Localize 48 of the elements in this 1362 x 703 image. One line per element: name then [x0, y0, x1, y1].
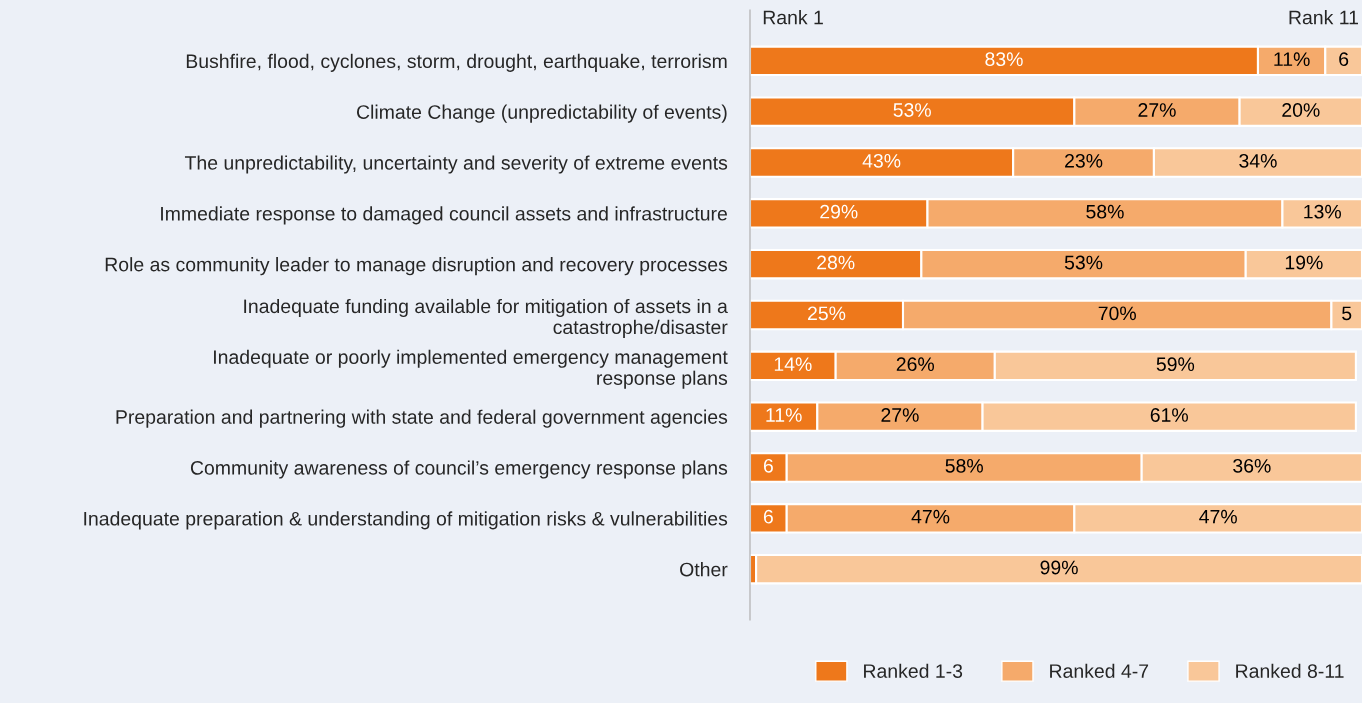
data-label: 14% [774, 357, 812, 371]
y-tick-label: The unpredictability, uncertainty and severity of extreme events [184, 155, 728, 174]
data-label: 6 [763, 458, 773, 473]
legend-label: Ranked 8-11 [1236, 663, 1344, 678]
data-label: 19% [1285, 255, 1323, 270]
y-tick-label: Other [680, 562, 728, 577]
bar [755, 553, 1362, 585]
data-label: 53% [893, 103, 931, 117]
data-label: 58% [945, 458, 983, 473]
annotation: Rank 1 [763, 10, 823, 25]
data-label: 61% [1150, 408, 1188, 422]
data-label: 47% [911, 509, 950, 524]
annotation: Rank 11 [1289, 10, 1358, 25]
data-label: 47% [1199, 509, 1237, 524]
data-label: 43% [862, 153, 901, 168]
y-tick-label: Role as community leader to manage disruption and recovery processes [105, 257, 728, 276]
data-label: 99% [1040, 560, 1078, 575]
data-label: 59% [1156, 357, 1195, 372]
data-label: 27% [881, 408, 919, 422]
data-label: 36% [1233, 458, 1271, 473]
data-label: 5 [1342, 306, 1352, 321]
data-label: 25% [808, 306, 846, 321]
data-label: 20% [1282, 103, 1320, 117]
legend-label: Ranked 4-7 [1050, 663, 1149, 678]
data-label: 11% [766, 408, 802, 422]
data-label: 28% [817, 255, 855, 270]
data-label: 13% [1304, 204, 1341, 219]
data-label: 23% [1065, 153, 1103, 168]
y-tick-label: Bushfire, flood, cyclones, storm, drought, earthquake, terrorism [186, 53, 727, 72]
y-tick-label: Climate Change (unpredictability of events) [357, 104, 727, 123]
legend-label: Ranked 1-3 [864, 663, 963, 678]
data-label: 58% [1086, 204, 1124, 219]
y-tick-label: Immediate response to damaged council assets and infrastructure [161, 206, 727, 225]
y-tick-label: Inadequate preparation & understanding of mitigation risks & vulnerabilities [84, 511, 728, 530]
data-label: 26% [896, 357, 935, 372]
data-label: 6 [763, 509, 773, 524]
data-label: 29% [820, 204, 858, 219]
data-label: 27% [1138, 103, 1176, 117]
data-label: 11% [1274, 52, 1310, 66]
data-label: 53% [1064, 255, 1103, 270]
data-label: 70% [1098, 306, 1136, 321]
data-label: 34% [1239, 153, 1277, 168]
data-label: 6 [1339, 52, 1349, 67]
y-tick-label: Preparation and partnering with state and federal government agencies [116, 409, 728, 428]
y-tick-label: Community awareness of council’s emergency response plans [190, 460, 728, 479]
y-tick-label: Inadequate funding available for mitigation of assets in a catastrophe/disaster [244, 298, 728, 338]
data-label: 83% [985, 52, 1023, 67]
y-tick-label: Inadequate or poorly implemented emergency management response plans [214, 349, 728, 389]
